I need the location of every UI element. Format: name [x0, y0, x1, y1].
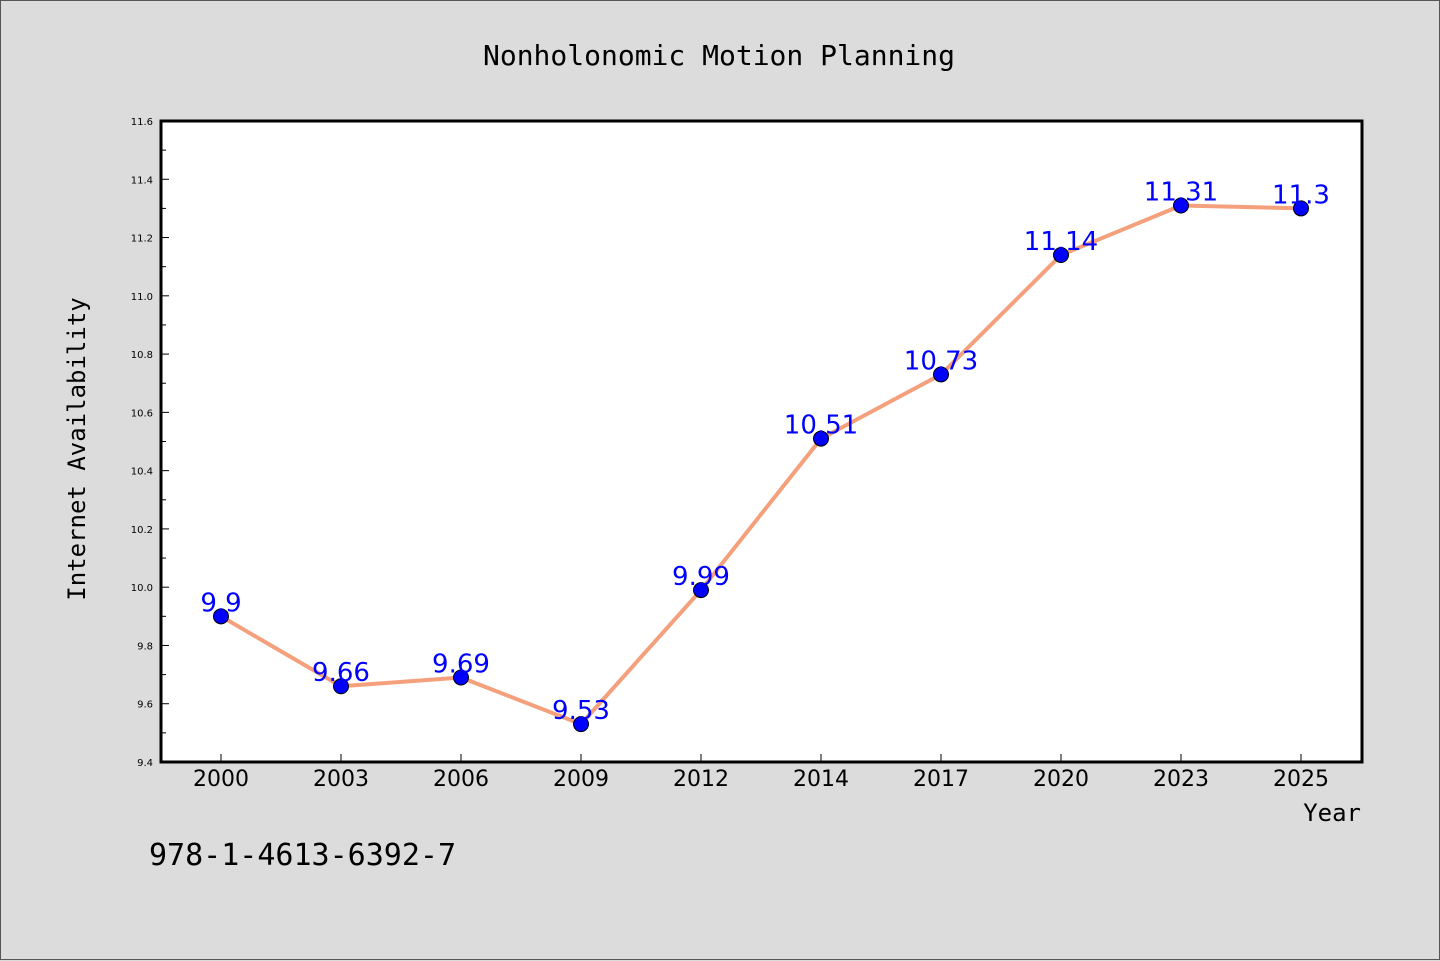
footnote-text: 978-1-4613-6392-7	[149, 838, 456, 873]
data-point	[333, 678, 349, 695]
data-label: 11.3	[1272, 180, 1330, 210]
y-tick-label: 10.4	[131, 467, 153, 478]
y-tick-label: 10.6	[131, 408, 153, 419]
y-tick-label: 9.4	[137, 758, 153, 769]
data-label: 9.69	[432, 650, 490, 680]
x-tick-label: 2012	[673, 767, 729, 792]
x-tick-label: 2003	[313, 767, 369, 792]
data-label: 9.66	[312, 658, 370, 688]
y-tick-label: 11.6	[131, 117, 153, 128]
x-tick-label: 2020	[1033, 767, 1089, 792]
plot-area	[159, 119, 1364, 764]
series-line-group	[219, 203, 1302, 727]
marker-group	[213, 197, 1309, 733]
x-axis: 2000 2003 2006 2009 2012 2014 2017 2020 2023 2025	[193, 754, 1329, 792]
y-tick-label: 11.4	[131, 175, 153, 186]
data-label: 11.31	[1144, 177, 1218, 207]
y-axis: 9.4 9.6 9.8 10.0 10.2 10.4 10.6 10.8 11.0 11.2 11.…	[131, 117, 169, 769]
data-point	[1173, 197, 1189, 214]
data-point	[453, 669, 469, 686]
y-tick-label: 10.0	[131, 583, 153, 594]
data-point	[213, 608, 229, 625]
y-tick-label: 10.8	[131, 350, 153, 361]
y-tick-label: 11.0	[131, 292, 153, 303]
series-line	[219, 203, 1302, 727]
chart-title: Nonholonomic Motion Planning	[483, 39, 955, 72]
y-tick-label: 11.2	[131, 234, 153, 245]
x-tick-label: 2006	[433, 767, 489, 792]
data-point	[813, 430, 829, 447]
x-tick-label: 2017	[913, 767, 969, 792]
x-tick-label: 2025	[1273, 767, 1329, 792]
y-axis-label: Internet Availability	[63, 297, 91, 600]
y-tick-label: 9.6	[137, 700, 153, 711]
x-tick-label: 2000	[193, 767, 249, 792]
data-point	[933, 366, 949, 383]
y-tick-label: 9.8	[137, 641, 153, 652]
data-label: 9.9	[200, 588, 241, 618]
data-point	[1053, 247, 1069, 264]
y-tick-label: 10.2	[131, 525, 153, 536]
data-point	[573, 716, 589, 733]
data-point	[693, 582, 709, 599]
x-tick-label: 2014	[793, 767, 849, 792]
data-label: 10.73	[904, 346, 978, 376]
x-axis-label: Year	[1303, 799, 1361, 827]
data-label: 9.99	[672, 562, 730, 592]
x-tick-label: 2023	[1153, 767, 1209, 792]
x-tick-label: 2009	[553, 767, 609, 792]
data-point	[1293, 200, 1309, 217]
data-label: 9.53	[552, 696, 610, 726]
data-label: 11.14	[1024, 227, 1098, 257]
data-label: 10.51	[784, 411, 858, 441]
